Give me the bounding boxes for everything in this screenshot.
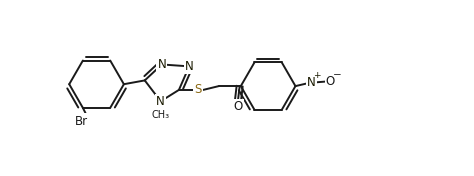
Text: O: O xyxy=(326,75,335,88)
Text: N: N xyxy=(157,58,166,71)
Text: −: − xyxy=(333,70,342,80)
Text: N: N xyxy=(307,76,316,89)
Text: O: O xyxy=(233,100,242,114)
Text: CH₃: CH₃ xyxy=(152,110,170,120)
Text: Br: Br xyxy=(74,115,88,128)
Text: +: + xyxy=(312,71,320,80)
Text: N: N xyxy=(156,95,165,108)
Text: N: N xyxy=(185,60,193,73)
Text: S: S xyxy=(194,83,201,96)
